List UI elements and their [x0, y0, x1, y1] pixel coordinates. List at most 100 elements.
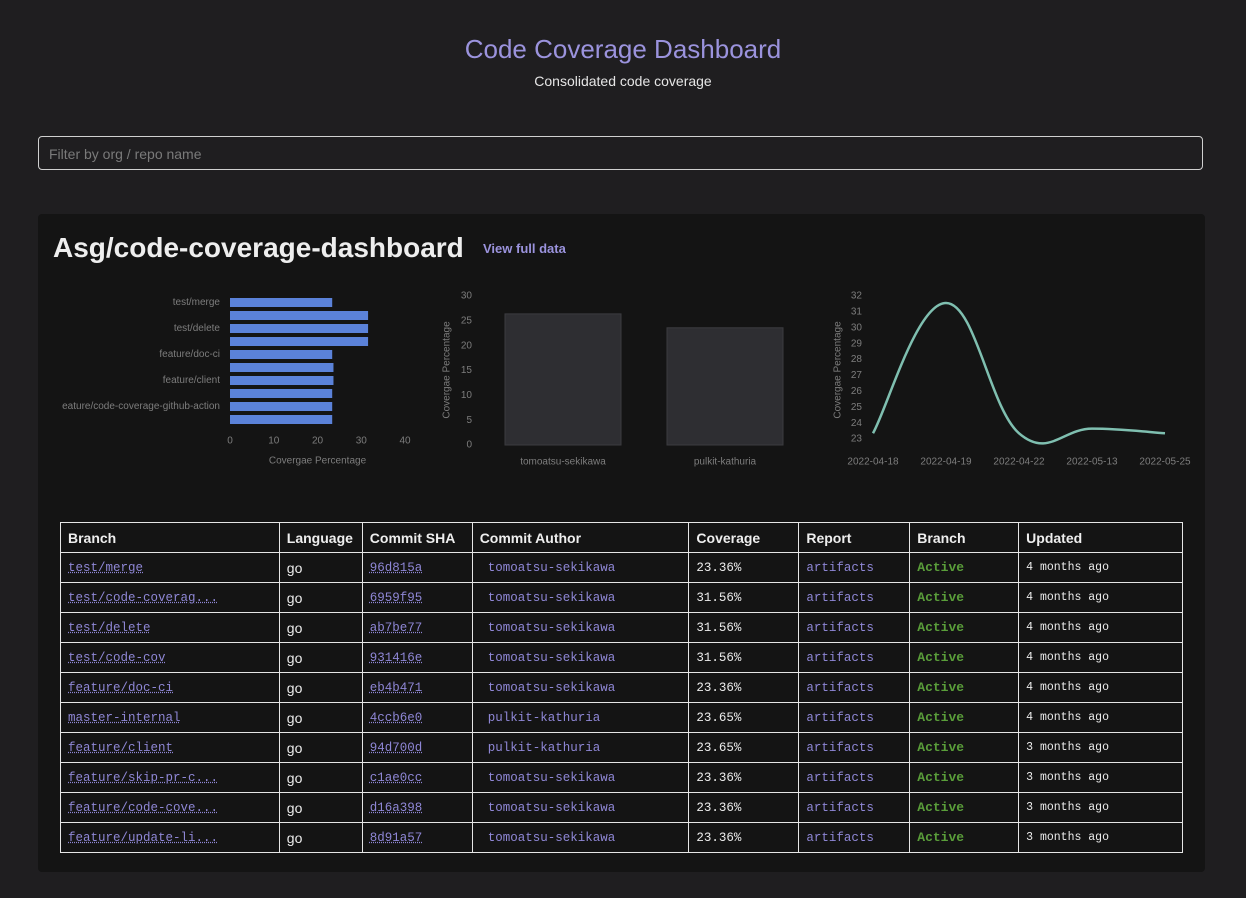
table-cell: Active [909, 762, 1020, 793]
x-tick-label: 30 [356, 436, 368, 447]
table-cell: go [278, 642, 363, 673]
table-cell: 4 months ago [1018, 642, 1183, 673]
x-tick-label: 2022-04-18 [847, 457, 899, 468]
commit-link[interactable]: 4ccb6e0 [369, 710, 423, 725]
branch-link[interactable]: test/code-cov [68, 650, 166, 665]
view-full-data-link[interactable]: View full data [483, 241, 566, 256]
table-cell: go [278, 612, 363, 643]
commit-link[interactable]: c1ae0cc [369, 770, 423, 785]
table-cell: tomoatsu-sekikawa [471, 672, 690, 703]
y-tick-label: 29 [851, 338, 863, 349]
table-row: master-internal go 4ccb6e0 pulkit-kathuria 2… [60, 702, 1183, 733]
report-link[interactable]: artifacts [806, 740, 874, 755]
table-cell: ab7be77 [361, 612, 473, 643]
branch-link[interactable]: test/merge [68, 560, 144, 575]
branch-link[interactable]: test/delete [68, 620, 151, 635]
filter-input[interactable]: Filter by org / repo name [38, 136, 1203, 170]
branch-link[interactable]: feature/code-cove... [68, 800, 219, 815]
bar [230, 350, 333, 359]
commit-link[interactable]: 8d91a57 [369, 830, 423, 845]
table-cell: Active [909, 792, 1020, 823]
report-link[interactable]: artifacts [806, 770, 874, 785]
branch-link[interactable]: feature/doc-ci [68, 680, 174, 695]
table-cell: 3 months ago [1018, 762, 1183, 793]
commit-link[interactable]: 931416e [369, 650, 423, 665]
report-link[interactable]: artifacts [806, 680, 874, 695]
table-cell: tomoatsu-sekikawa [471, 792, 690, 823]
table-cell: test/code-cov [60, 642, 280, 673]
bar [230, 402, 333, 411]
report-link[interactable]: artifacts [806, 590, 874, 605]
x-tick-label: 10 [268, 436, 280, 447]
table-cell: Active [909, 612, 1020, 643]
table-cell: artifacts [798, 552, 911, 583]
table-cell: 23.65% [688, 732, 800, 763]
commit-link[interactable]: 6959f95 [369, 590, 423, 605]
table-cell: Active [909, 702, 1020, 733]
report-link[interactable]: artifacts [806, 560, 874, 575]
commit-link[interactable]: eb4b471 [369, 680, 423, 695]
table-row: test/delete go ab7be77 tomoatsu-sekikawa 31.… [60, 612, 1183, 643]
table-cell: 23.36% [688, 672, 800, 703]
page-title: Code Coverage Dashboard [464, 34, 782, 64]
commit-link[interactable]: 94d700d [369, 740, 423, 755]
branch-link[interactable]: test/code-coverag... [68, 590, 219, 605]
y-tick-label: 20 [461, 340, 473, 351]
column-header: Commit Author [471, 522, 690, 553]
y-tick-label: feature/doc-ci [159, 349, 220, 360]
table-cell: master-internal [60, 702, 280, 733]
branch-link[interactable]: feature/client [68, 740, 174, 755]
table-cell: pulkit-kathuria [471, 732, 690, 763]
table-cell: feature/doc-ci [60, 672, 280, 703]
report-link[interactable]: artifacts [806, 620, 874, 635]
coverage-table: Branch Language Commit SHA Commit Author Cov… [60, 522, 1183, 853]
branch-link[interactable]: feature/update-li... [68, 830, 219, 845]
bar [666, 327, 784, 446]
commit-link[interactable]: ab7be77 [369, 620, 423, 635]
bar [504, 313, 622, 446]
table-cell: pulkit-kathuria [471, 702, 690, 733]
column-header: Coverage [688, 522, 800, 553]
table-cell: 31.56% [688, 582, 800, 613]
table-cell: 4ccb6e0 [361, 702, 473, 733]
table-cell: tomoatsu-sekikawa [471, 612, 690, 643]
column-header: Language [278, 522, 363, 553]
charts: 0 10 20 30 40 test/merge test/delete feature/do… [62, 291, 1191, 468]
report-link[interactable]: artifacts [806, 830, 874, 845]
y-tick-label: feature/client [163, 375, 220, 386]
table-row: feature/update-li... go 8d91a57 tomoatsu-se… [60, 822, 1183, 853]
commit-link[interactable]: 96d815a [369, 560, 423, 575]
y-tick-label: 25 [851, 402, 863, 413]
table-cell: test/code-coverag... [60, 582, 280, 613]
table-cell: 96d815a [361, 552, 473, 583]
table-cell: artifacts [798, 732, 911, 763]
table-cell: feature/code-cove... [60, 792, 280, 823]
bar [230, 298, 333, 307]
table-cell: 8d91a57 [361, 822, 473, 853]
y-tick-label: 28 [851, 354, 863, 365]
table-cell: artifacts [798, 612, 911, 643]
commit-link[interactable]: d16a398 [369, 800, 423, 815]
y-tick-label: 5 [466, 415, 472, 426]
y-tick-label: test/delete [174, 323, 221, 334]
bar [230, 311, 369, 320]
report-link[interactable]: artifacts [806, 710, 874, 725]
table-cell: artifacts [798, 582, 911, 613]
x-tick-label: 0 [227, 436, 233, 447]
table-cell: feature/client [60, 732, 280, 763]
table-cell: go [278, 582, 363, 613]
report-link[interactable]: artifacts [806, 650, 874, 665]
table-row: test/code-coverag... go 6959f95 tomoatsu-se… [60, 582, 1183, 613]
y-axis-label: Covergae Percentage [442, 321, 453, 419]
table-cell: artifacts [798, 642, 911, 673]
table-cell: tomoatsu-sekikawa [471, 762, 690, 793]
x-tick-label: 20 [312, 436, 324, 447]
branch-link[interactable]: feature/skip-pr-c... [68, 770, 219, 785]
branch-link[interactable]: master-internal [68, 710, 181, 725]
bar [230, 337, 369, 346]
table-row: feature/code-cove... go d16a398 tomoatsu-se… [60, 792, 1183, 823]
report-link[interactable]: artifacts [806, 800, 874, 815]
table-cell: tomoatsu-sekikawa [471, 642, 690, 673]
table-cell: Active [909, 732, 1020, 763]
